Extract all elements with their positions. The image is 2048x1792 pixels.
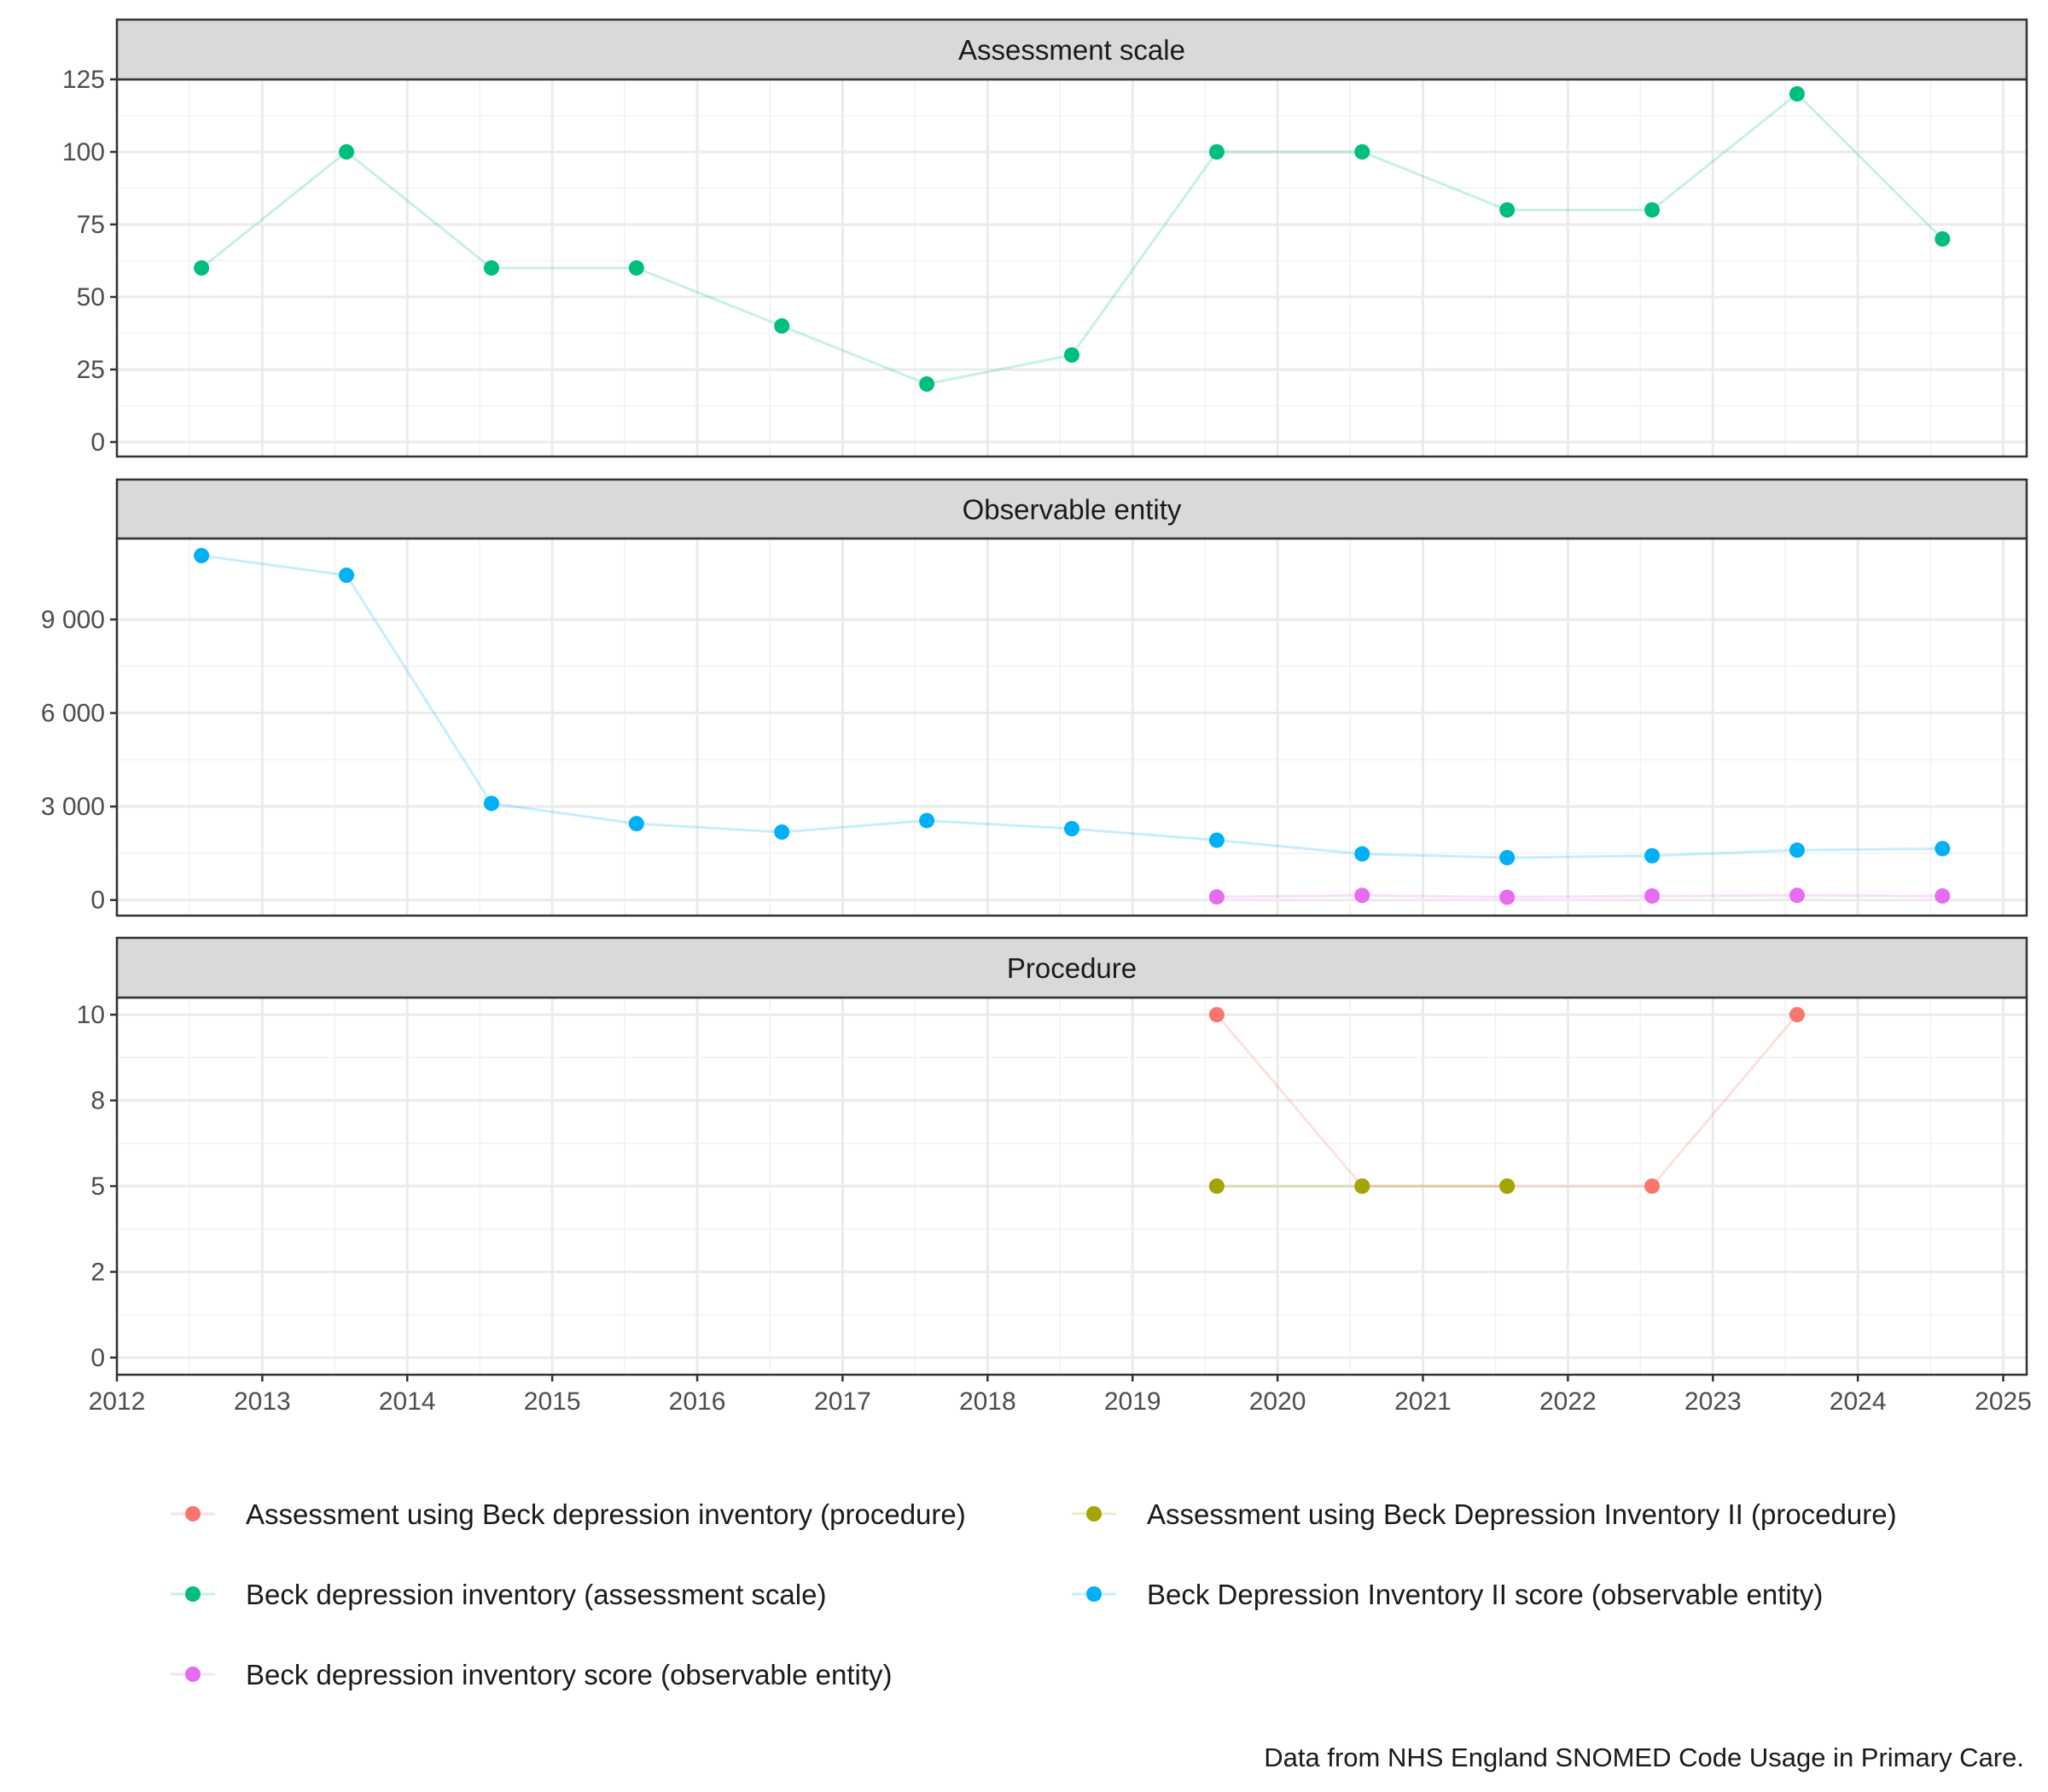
data-point-bdi_scale [1064, 347, 1079, 363]
data-point-bdi2_score [483, 795, 499, 812]
data-point-bdi_scale [919, 376, 935, 392]
y-tick-label: 75 [77, 211, 105, 239]
facet-strip-label: Procedure [1007, 952, 1137, 984]
facet-strip-label: Observable entity [963, 494, 1182, 526]
facet-strip-label: Assessment scale [958, 34, 1185, 66]
data-point-bdi2_score [1499, 850, 1516, 866]
data-point-bdi_scale [483, 260, 499, 276]
x-tick-label: 2013 [234, 1388, 291, 1416]
data-point-bdi_score [1208, 889, 1225, 905]
legend-item-a_bdi2: Assessment using Beck Depression Invento… [1072, 1498, 1897, 1530]
y-tick-label: 50 [77, 283, 105, 311]
legend-label: Beck Depression Inventory II score (obse… [1147, 1579, 1823, 1610]
chart-caption: Data from NHS England SNOMED Code Usage … [1264, 1743, 2024, 1772]
data-point-bdi_scale [339, 144, 355, 160]
y-tick-label: 3 000 [41, 793, 105, 821]
y-tick-label: 6 000 [41, 700, 105, 728]
data-point-bdi2_score [339, 567, 355, 584]
legend: Assessment using Beck depression invento… [171, 1498, 1897, 1690]
facet-strip [115, 936, 2028, 999]
data-point-a_bdi2 [1208, 1178, 1225, 1194]
legend-item-bdi_scale: Beck depression inventory (assessment sc… [171, 1579, 826, 1610]
legend-label: Assessment using Beck depression invento… [246, 1498, 966, 1530]
data-point-bdi2_score [1354, 846, 1370, 862]
y-tick-label: 5 [90, 1172, 105, 1201]
x-tick-label: 2024 [1830, 1388, 1887, 1416]
legend-key-point [185, 1586, 201, 1602]
data-point-bdi_score [1644, 887, 1661, 904]
legend-label: Beck depression inventory score (observa… [246, 1659, 893, 1690]
x-tick-label: 2021 [1394, 1388, 1452, 1416]
panel-assessment-scale: 0 25 50 75 100 125 Assessment scale [62, 18, 2028, 458]
data-point-bdi2_score [774, 824, 790, 841]
panel-background [117, 538, 2027, 916]
data-point-bdi_scale [1789, 86, 1805, 102]
data-point-bdi2_score [194, 548, 210, 564]
y-tick-label: 125 [62, 66, 105, 94]
data-point-bdi_score [1354, 887, 1370, 904]
data-point-bdi2_score [628, 816, 644, 832]
x-tick-label: 2015 [524, 1388, 581, 1416]
x-tick-label: 2025 [1975, 1388, 2032, 1416]
x-tick-label: 2017 [814, 1388, 871, 1416]
data-point-bdi2_score [1208, 832, 1225, 848]
facet-strip [115, 478, 2028, 540]
x-axis: 2012 2013 2014 2015 2016 2017 2018 2019 2020 2021… [89, 1375, 2032, 1416]
x-tick-label: 2016 [669, 1388, 726, 1416]
data-point-bdi_scale [1935, 231, 1951, 247]
data-point-bdi2_score [1935, 841, 1951, 857]
data-point-a_bdi [1789, 1007, 1805, 1023]
data-point-bdi_scale [194, 260, 210, 276]
y-tick-label: 9 000 [41, 606, 105, 634]
y-tick-label: 0 [90, 887, 105, 915]
data-point-bdi2_score [1064, 821, 1079, 837]
data-point-a_bdi2 [1499, 1178, 1516, 1194]
panel-observable-entity: 0 3 000 6 000 9 000 Observable entity [41, 478, 2028, 917]
x-tick-label: 2019 [1104, 1388, 1161, 1416]
legend-item-a_bdi: Assessment using Beck depression invento… [171, 1498, 966, 1530]
legend-key-point [1086, 1506, 1102, 1521]
series-line-bdi_score [1216, 893, 1943, 899]
data-point-bdi2_score [1644, 847, 1661, 864]
y-tick-label: 25 [77, 356, 105, 384]
data-point-bdi_score [1499, 889, 1516, 905]
data-point-a_bdi [1208, 1007, 1225, 1023]
x-tick-label: 2014 [379, 1388, 436, 1416]
facet-strip [115, 18, 2028, 81]
legend-label: Beck depression inventory (assessment sc… [246, 1579, 826, 1610]
data-point-a_bdi [1644, 1178, 1661, 1194]
y-tick-label: 100 [62, 138, 105, 166]
y-tick-label: 10 [77, 1001, 105, 1029]
y-tick-label: 8 [90, 1087, 105, 1115]
data-point-bdi_scale [1208, 144, 1225, 160]
x-tick-label: 2023 [1684, 1388, 1742, 1416]
data-point-bdi_scale [774, 318, 790, 334]
data-point-bdi2_score [1789, 842, 1805, 858]
legend-label: Assessment using Beck Depression Invento… [1147, 1498, 1897, 1530]
x-tick-label: 2012 [89, 1388, 146, 1416]
data-point-bdi_scale [1644, 202, 1661, 218]
x-tick-label: 2022 [1539, 1388, 1597, 1416]
legend-item-bdi2_score: Beck Depression Inventory II score (obse… [1072, 1579, 1823, 1610]
data-point-bdi_score [1935, 887, 1951, 904]
y-tick-label: 2 [90, 1258, 105, 1286]
data-point-bdi_scale [1499, 202, 1516, 218]
x-tick-label: 2018 [959, 1388, 1016, 1416]
data-point-bdi2_score [919, 812, 935, 829]
x-tick-label: 2020 [1249, 1388, 1306, 1416]
legend-key-point [185, 1506, 201, 1521]
y-tick-label: 0 [90, 1344, 105, 1372]
legend-key-point [185, 1667, 201, 1682]
panel-background [117, 79, 2027, 457]
data-point-bdi_scale [628, 260, 644, 276]
legend-item-bdi_score: Beck depression inventory score (observa… [171, 1659, 893, 1690]
data-point-a_bdi2 [1354, 1178, 1370, 1194]
legend-key-point [1086, 1586, 1102, 1602]
y-tick-label: 0 [90, 428, 105, 457]
panel-procedure: 0 2 5 8 10 Procedure [77, 936, 2028, 1376]
data-point-bdi_scale [1354, 144, 1370, 160]
data-point-bdi_score [1789, 887, 1805, 904]
